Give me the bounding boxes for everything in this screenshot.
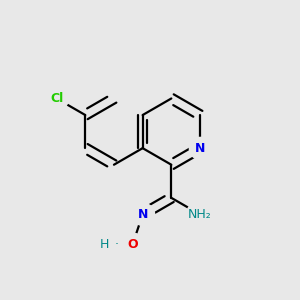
Text: Cl: Cl [50, 92, 63, 105]
Text: NH₂: NH₂ [188, 208, 212, 221]
Text: ·: · [114, 238, 118, 251]
Text: N: N [137, 208, 148, 221]
Text: O: O [128, 238, 138, 251]
Text: N: N [195, 142, 205, 155]
Text: H: H [100, 238, 109, 251]
